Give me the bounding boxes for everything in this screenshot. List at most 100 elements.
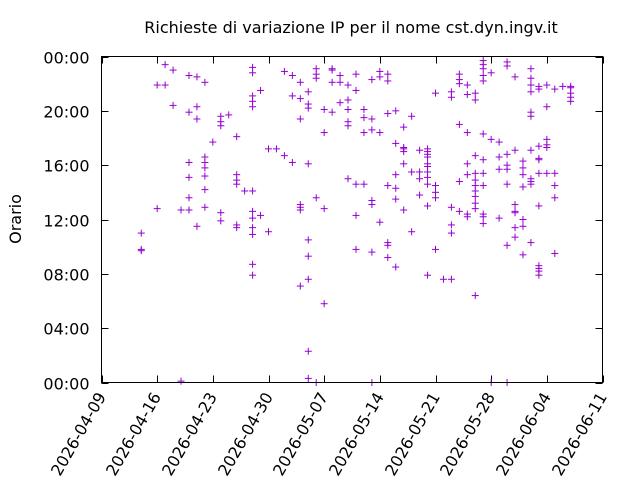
data-point (463, 171, 471, 179)
data-point (424, 202, 432, 210)
data-point (551, 249, 559, 257)
data-point (487, 69, 495, 77)
data-point (447, 93, 455, 101)
data-point (463, 129, 471, 137)
data-point (408, 168, 416, 176)
data-point (392, 184, 400, 192)
data-point (201, 186, 209, 194)
data-point (471, 205, 479, 213)
data-point (463, 213, 471, 221)
data-point (519, 216, 527, 223)
data-point (376, 218, 384, 226)
data-point (217, 217, 225, 225)
x-tick-label: 2026-04-23 (158, 389, 221, 479)
data-point (463, 81, 471, 89)
data-point (384, 77, 392, 85)
plot-frame (101, 56, 603, 383)
data-point (424, 173, 432, 181)
data-point (479, 169, 487, 177)
data-point (312, 74, 320, 82)
data-point (169, 66, 177, 74)
data-point (471, 192, 479, 200)
data-point (249, 271, 257, 279)
data-point (400, 160, 408, 168)
x-tick-label: 2026-05-14 (325, 389, 388, 479)
data-point (519, 164, 527, 172)
data-point (257, 86, 265, 94)
data-point (169, 101, 177, 109)
data-point (249, 230, 257, 238)
data-point (416, 146, 424, 154)
y-tick-label: 00:00 (43, 49, 89, 68)
data-point (559, 82, 567, 90)
data-point (360, 180, 368, 188)
data-point (185, 72, 193, 80)
data-point (511, 201, 519, 209)
chart-title: Richieste di variazione IP per il nome c… (144, 18, 557, 37)
data-point (360, 114, 368, 122)
data-point (471, 89, 479, 97)
data-point (328, 108, 336, 116)
data-point (272, 145, 280, 153)
data-point (185, 108, 193, 116)
data-point (320, 205, 328, 213)
data-point (551, 169, 559, 177)
data-point (193, 115, 201, 123)
data-point (257, 211, 265, 219)
axes: 00:0004:0008:0012:0016:0020:0000:002026-… (43, 49, 611, 480)
data-point (249, 207, 257, 215)
data-point (511, 224, 519, 232)
data-point (471, 152, 479, 160)
data-point (479, 77, 487, 85)
data-point (201, 203, 209, 211)
x-tick-label: 2026-04-09 (47, 389, 110, 479)
data-point (416, 175, 424, 183)
data-point (447, 221, 455, 229)
data-point (527, 88, 535, 96)
data-point (479, 156, 487, 164)
x-tick-label: 2026-05-21 (381, 389, 444, 479)
data-point (471, 96, 479, 104)
data-point (503, 165, 511, 173)
data-point (527, 180, 535, 188)
data-point (392, 195, 400, 203)
data-point (201, 78, 209, 86)
x-tick-label: 2026-06-11 (548, 389, 611, 479)
data-point (567, 97, 575, 105)
data-point (280, 152, 288, 160)
data-point (137, 229, 145, 237)
data-point (265, 145, 272, 153)
data-point (296, 282, 304, 290)
data-point (503, 150, 511, 158)
data-point (519, 222, 527, 230)
data-point (424, 153, 432, 161)
data-point (392, 139, 400, 147)
data-point (495, 165, 503, 173)
data-point (519, 183, 527, 191)
data-point (455, 80, 463, 88)
data-point (360, 105, 368, 113)
data-point (201, 164, 209, 172)
data-point (527, 112, 535, 120)
data-point (511, 73, 519, 81)
data-point (153, 81, 161, 89)
data-point (161, 61, 169, 69)
data-point (392, 263, 400, 271)
data-point (384, 110, 392, 118)
data-point (185, 206, 193, 214)
data-point (193, 103, 201, 111)
data-point (177, 377, 185, 385)
data-point (193, 73, 201, 81)
data-point (137, 247, 145, 255)
data-points (137, 57, 575, 386)
data-point (336, 72, 344, 80)
data-point (384, 254, 392, 262)
data-point (225, 111, 233, 119)
data-point (304, 374, 312, 382)
data-point (479, 220, 487, 228)
data-point (551, 194, 559, 202)
data-point (304, 88, 312, 96)
data-point (535, 169, 543, 177)
data-point (487, 135, 495, 143)
data-point (352, 70, 360, 78)
